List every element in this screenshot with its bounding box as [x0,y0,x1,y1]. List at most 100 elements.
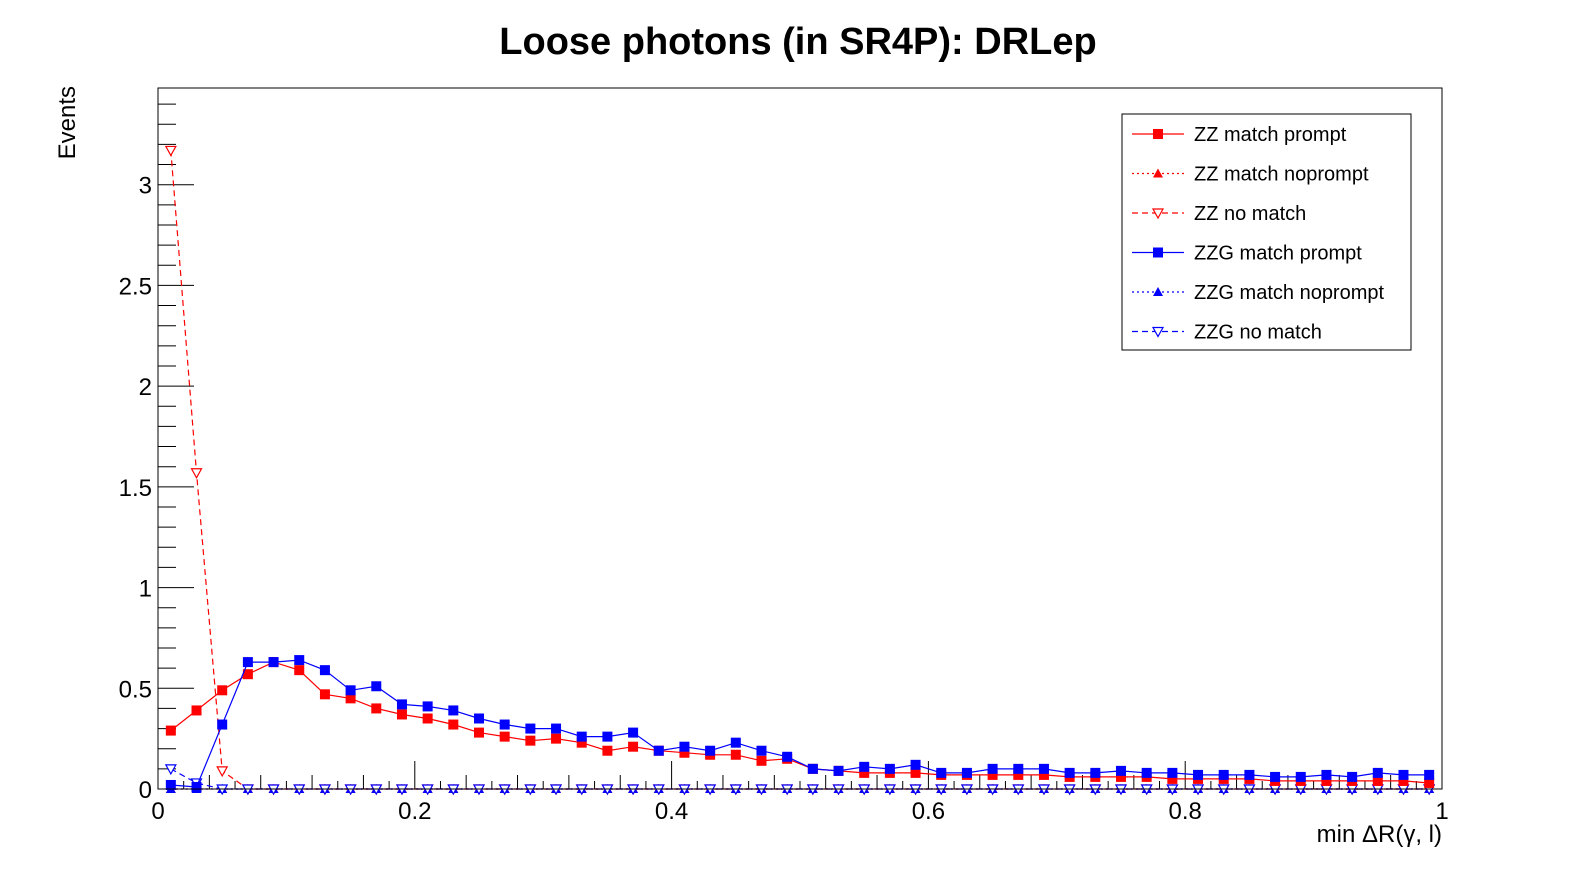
data-point [1321,769,1332,780]
data-point [1398,769,1409,780]
data-point [1116,771,1126,782]
data-point [294,655,305,666]
data-point [576,731,587,742]
data-point [525,735,536,746]
data-point [730,737,741,748]
data-point [448,719,459,730]
data-point [602,745,613,756]
data-point [730,749,741,760]
data-point [936,767,947,778]
data-point [782,751,793,762]
data-point [371,681,382,692]
legend-label: ZZG match prompt [1194,243,1362,265]
data-point [807,763,818,774]
data-point [628,741,639,752]
data-point [422,713,433,724]
data-point [1141,767,1152,778]
legend-box [1121,113,1412,351]
legend-marker [1153,129,1163,139]
x-tick-label: 0.4 [655,798,688,825]
data-point [987,769,998,780]
data-point [191,781,202,792]
data-point [216,766,229,778]
data-point [1013,763,1024,774]
data-point [859,767,870,778]
data-point [1424,777,1435,788]
y-tick-label: 0.5 [119,676,152,703]
data-point [1038,763,1049,774]
legend-marker [1153,287,1163,296]
data-point [396,709,407,720]
data-point [602,731,613,742]
data-point [165,725,176,736]
data-point [345,685,356,696]
data-point [910,767,921,778]
data-point [576,737,587,748]
data-point [164,764,177,776]
data-point [294,665,305,676]
x-tick-label: 0 [151,798,164,825]
data-point [1193,769,1204,780]
x-tick-label: 1 [1435,798,1448,825]
data-point [165,779,176,790]
data-point [1167,773,1178,784]
data-point [551,733,562,744]
chart-title: Loose photons (in SR4P): DRLep [499,21,1096,63]
data-point [474,713,484,724]
data-point [679,741,690,752]
series-3 [165,655,1435,792]
data-point [1424,769,1435,780]
data-point [474,727,484,738]
data-point [628,727,639,738]
legend-label: ZZ match prompt [1194,124,1347,146]
x-tick-label: 0.6 [912,798,945,825]
data-point [1013,769,1024,780]
data-point [1090,767,1101,778]
legend-label: ZZ no match [1194,203,1306,225]
data-point [679,747,690,758]
y-tick-label: 0 [139,777,152,804]
data-point [1321,775,1332,786]
y-axis-label: Events [54,86,81,159]
legend: ZZ match prompt ZZ match noprompt ZZ no ma… [1121,113,1412,351]
data-point [1038,769,1049,780]
legend-marker [1151,208,1165,220]
legend-label: ZZG no match [1194,322,1322,344]
y-tick-label: 2.5 [119,273,152,300]
data-point [1116,765,1126,776]
data-point [319,665,330,676]
data-point [190,468,203,479]
data-point [756,745,767,756]
data-point [756,755,767,766]
legend-label: ZZG match noprompt [1194,282,1385,304]
data-point [164,145,177,157]
data-point [653,745,664,756]
data-point [448,705,459,716]
legend-marker [1151,326,1165,338]
data-point [1372,767,1383,778]
legend-label: ZZ match noprompt [1194,164,1369,186]
data-point [1218,769,1229,780]
data-point [961,767,972,778]
data-point [217,719,228,730]
data-point [371,703,382,714]
data-point [525,723,536,734]
data-point [217,685,228,696]
y-tick-label: 3 [139,173,152,200]
data-point [422,701,433,712]
data-point [268,657,279,668]
data-point [1064,767,1075,778]
data-point [499,719,510,730]
data-point [319,689,330,700]
data-point [859,761,870,772]
plot-frame [157,87,1443,790]
data-point [833,765,844,776]
data-point [1244,769,1255,780]
data-point [242,657,253,668]
x-tick-label: 0.2 [398,798,431,825]
data-point [910,759,921,770]
data-point [1372,775,1383,786]
y-tick-label: 1 [139,576,152,603]
data-point [1398,775,1409,786]
